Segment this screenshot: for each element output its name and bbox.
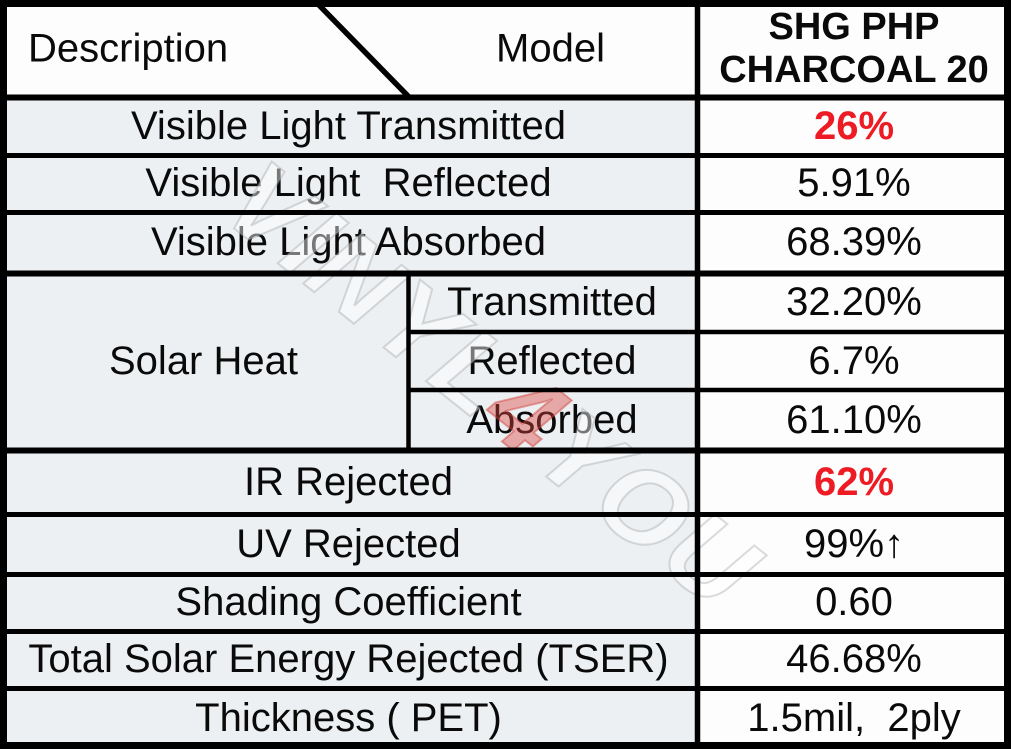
label-tser: Total Solar Energy Rejected (TSER) [0,631,697,688]
label-solar-heat-absorbed: Absorbed [407,390,697,450]
product-name-line1: SHG PHP [768,5,940,48]
label-visible-light-absorbed: Visible Light Absorbed [0,212,697,273]
label-solar-heat-group: Solar Heat [0,273,407,450]
value-visible-light-absorbed: 68.39% [697,212,1011,273]
value-tser: 46.68% [697,631,1011,688]
header-description-model-cell: Description Model [0,0,697,97]
product-name-line2: CHARCOAL 20 [719,48,989,91]
product-name-cell: SHG PHP CHARCOAL 20 [697,0,1011,97]
value-visible-light-reflected: 5.91% [697,155,1011,212]
value-solar-heat-transmitted: 32.20% [697,273,1011,332]
header-diagonal-divider [312,0,411,97]
label-uv-rejected: UV Rejected [0,514,697,574]
value-ir-rejected: 62% [697,450,1011,514]
label-thickness-pet: Thickness ( PET) [0,688,697,749]
label-solar-heat-reflected: Reflected [407,332,697,390]
value-uv-rejected: 99%↑ [697,514,1011,574]
label-ir-rejected: IR Rejected [0,450,697,514]
value-shading-coefficient: 0.60 [697,574,1011,631]
value-thickness-pet: 1.5mil, 2ply [697,688,1011,749]
value-visible-light-transmitted: 26% [697,97,1011,155]
label-solar-heat-transmitted: Transmitted [407,273,697,332]
label-visible-light-reflected: Visible Light Reflected [0,155,697,212]
label-shading-coefficient: Shading Coefficient [0,574,697,631]
value-solar-heat-reflected: 6.7% [697,332,1011,390]
value-solar-heat-absorbed: 61.10% [697,390,1011,450]
label-visible-light-transmitted: Visible Light Transmitted [0,97,697,155]
